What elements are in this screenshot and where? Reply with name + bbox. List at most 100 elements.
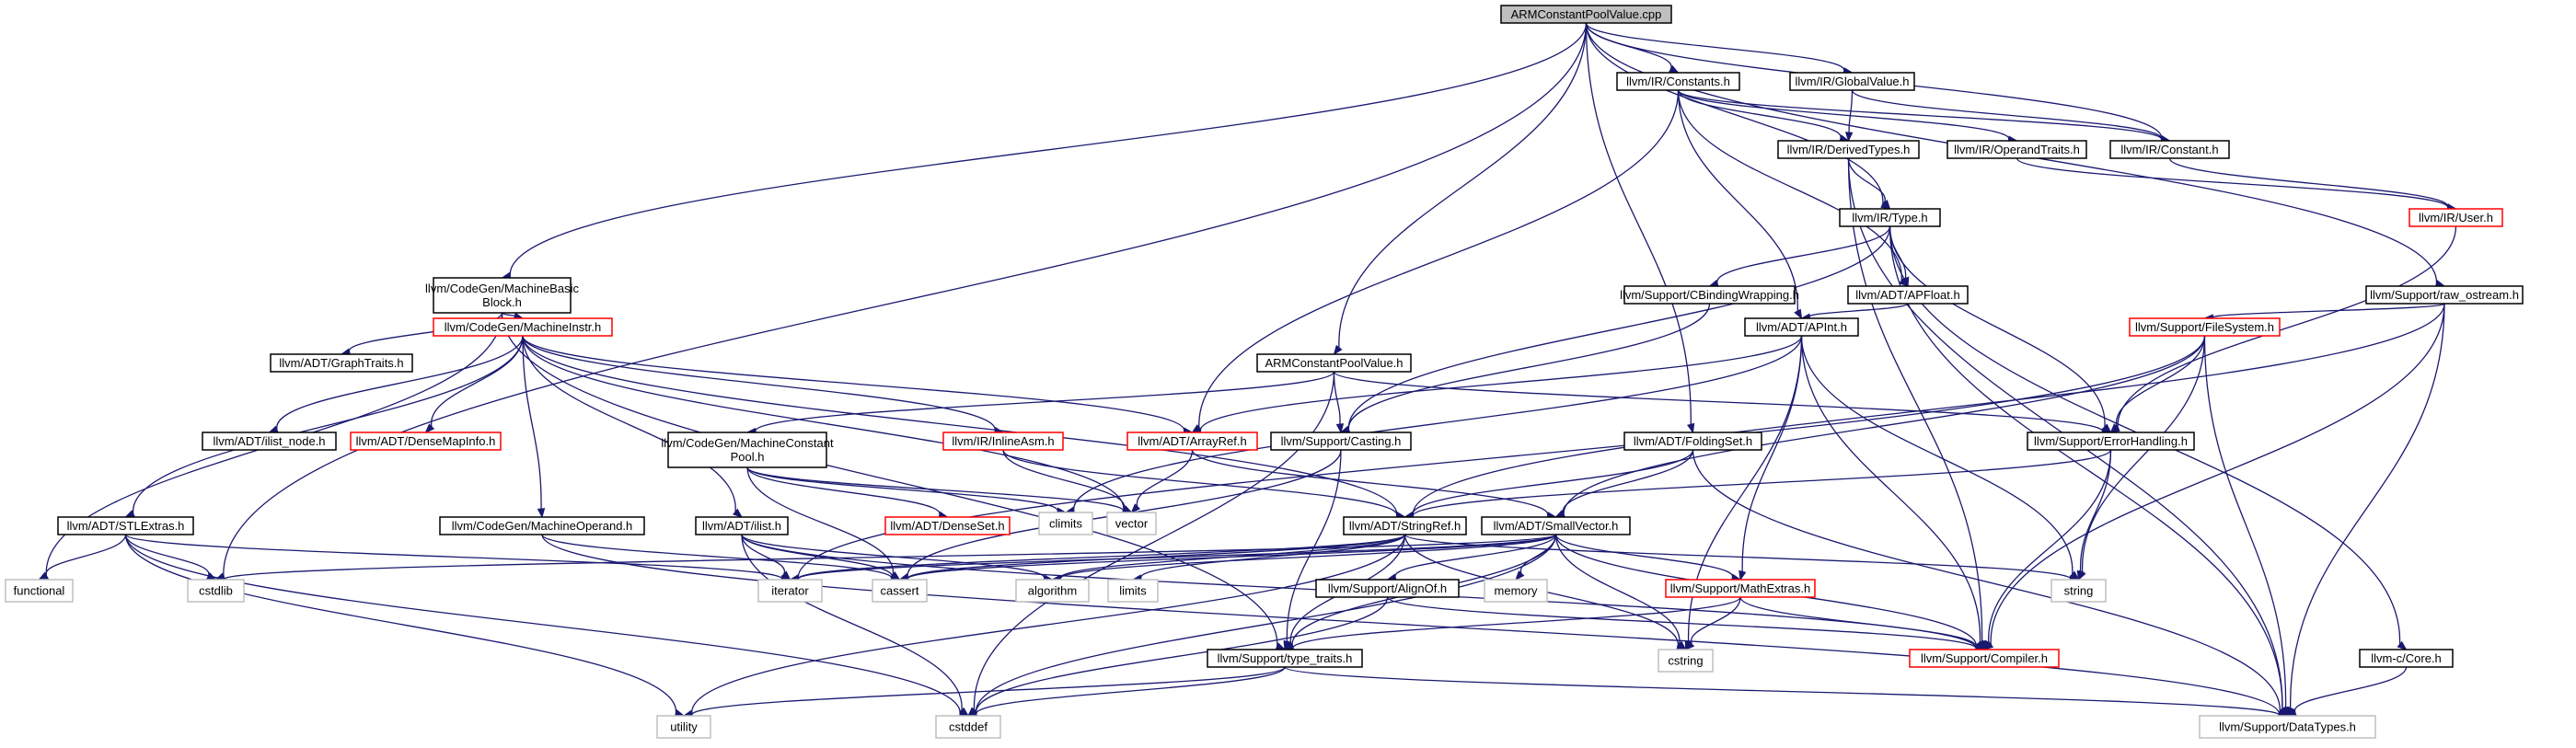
node-label: Pool.h xyxy=(731,450,765,464)
node-cg_machineoperand[interactable]: llvm/CodeGen/MachineOperand.h xyxy=(439,516,645,535)
node-adt_foldingset[interactable]: llvm/ADT/FoldingSet.h xyxy=(1623,432,1762,451)
edge-support_filesystem-to-iterator xyxy=(797,335,2206,579)
arrowhead-support_errorhandling-to-support_compiler xyxy=(1983,639,1993,651)
edge-arm_cpv_h-to-cg_mcp xyxy=(755,371,1335,432)
node-arm_cpv_h[interactable]: ARMConstantPoolValue.h xyxy=(1256,353,1412,373)
node-adt_stringref[interactable]: llvm/ADT/StringRef.h xyxy=(1343,516,1467,535)
arrowhead-ir_type-to-llvmc_core xyxy=(2397,640,2408,650)
node-iterator: iterator xyxy=(757,579,823,603)
node-support_cbinding[interactable]: llvm/Support/CBindingWrapping.h xyxy=(1620,285,1799,305)
node-llvmc_core[interactable]: llvm-c/Core.h xyxy=(2359,649,2454,668)
node-label: llvm/Support/FileSystem.h xyxy=(2135,320,2274,334)
node-label: llvm/IR/DerivedTypes.h xyxy=(1787,143,1911,156)
node-root[interactable]: ARMConstantPoolValue.cpp xyxy=(1500,5,1672,24)
node-box xyxy=(1839,208,1941,227)
edge-adt_foldingset-to-adt_stringref xyxy=(1412,449,1694,516)
node-box xyxy=(1315,579,1460,598)
node-box xyxy=(1256,353,1412,373)
edge-adt_apint-to-adt_arrayref xyxy=(1199,335,1803,432)
node-adt_smallvector[interactable]: llvm/ADT/SmallVector.h xyxy=(1481,516,1631,535)
node-ir_user[interactable]: llvm/IR/User.h xyxy=(2409,208,2503,227)
node-layer: ARMConstantPoolValue.cpp llvm/IR/Constant… xyxy=(5,5,2524,739)
node-ir_inlineasm[interactable]: llvm/IR/InlineAsm.h xyxy=(942,432,1064,451)
node-utility: utility xyxy=(656,715,711,739)
edge-arm_cpv_h-to-support_casting xyxy=(1333,371,1341,425)
edge-ir_inlineasm-to-vector xyxy=(1002,449,1126,510)
node-box xyxy=(270,353,413,373)
node-cg_machineinstr[interactable]: llvm/CodeGen/MachineInstr.h xyxy=(433,317,613,337)
edge-ir_constants-to-adt_apint xyxy=(1677,89,1798,312)
node-adt_denseset[interactable]: llvm/ADT/DenseSet.h xyxy=(884,516,1011,535)
arrowhead-support_filesystem-to-support_errorhandling xyxy=(2109,423,2120,433)
arrowhead-ir_globalvalue-to-ir_derivedtypes xyxy=(1844,132,1854,143)
edge-ir_operandtraits-to-ir_user xyxy=(2016,157,2449,209)
edge-cg_machineinstr-to-adt_arrayref xyxy=(522,335,1185,432)
node-label: llvm/ADT/DenseSet.h xyxy=(890,519,1004,533)
node-ir_constant[interactable]: llvm/IR/Constant.h xyxy=(2109,140,2230,159)
node-support_compiler[interactable]: llvm/Support/Compiler.h xyxy=(1909,649,2060,668)
node-adt_ilist[interactable]: llvm/ADT/ilist.h xyxy=(695,516,789,535)
node-adt_stlextras[interactable]: llvm/ADT/STLExtras.h xyxy=(57,516,194,535)
node-label: cstdlib xyxy=(199,584,233,598)
node-support_alignof[interactable]: llvm/Support/AlignOf.h xyxy=(1315,579,1460,598)
edge-adt_smallvector-to-support_mathextras xyxy=(1554,534,1733,579)
node-box xyxy=(757,579,823,603)
node-ir_type[interactable]: llvm/IR/Type.h xyxy=(1839,208,1941,227)
node-support_typetraits[interactable]: llvm/Support/type_traits.h xyxy=(1207,649,1363,668)
node-support_datatypes: llvm/Support/DataTypes.h xyxy=(2199,715,2376,739)
edge-adt_stlextras-to-cstddef xyxy=(124,534,961,715)
node-box xyxy=(656,715,711,739)
edge-support_filesystem-to-support_datatypes xyxy=(2203,335,2287,708)
node-label: llvm/IR/User.h xyxy=(2419,211,2493,224)
node-label: llvm/IR/GlobalValue.h xyxy=(1795,75,1909,88)
node-adt_apint[interactable]: llvm/ADT/APInt.h xyxy=(1744,317,1859,337)
node-label: llvm/CodeGen/MachineConstant xyxy=(661,436,834,450)
node-box xyxy=(1484,579,1548,603)
edge-raw_ostream-to-support_datatypes xyxy=(2290,303,2445,708)
arrowhead-adt_ilist-to-cstddef xyxy=(958,707,970,717)
node-support_filesystem[interactable]: llvm/Support/FileSystem.h xyxy=(2129,317,2281,337)
node-support_casting[interactable]: llvm/Support/Casting.h xyxy=(1270,432,1412,451)
edge-ir_derivedtypes-to-support_compiler xyxy=(1847,157,1983,642)
edge-cg_mcp-to-cassert xyxy=(746,466,894,575)
node-ir_globalvalue[interactable]: llvm/IR/GlobalValue.h xyxy=(1789,72,1915,91)
edge-cg_machineinstr-to-adt_ilist xyxy=(522,335,736,512)
node-box xyxy=(935,715,1001,739)
node-box xyxy=(1616,72,1740,91)
node-support_errorhandling[interactable]: llvm/Support/ErrorHandling.h xyxy=(2027,432,2195,451)
node-adt_apfloat[interactable]: llvm/ADT/APFloat.h xyxy=(1847,285,1969,305)
edge-adt_foldingset-to-support_datatypes xyxy=(1692,449,2281,713)
node-adt_densemapinfo[interactable]: llvm/ADT/DenseMapInfo.h xyxy=(350,432,502,451)
node-box xyxy=(1343,516,1467,535)
node-adt_arrayref[interactable]: llvm/ADT/ArrayRef.h xyxy=(1126,432,1258,451)
node-box xyxy=(884,516,1011,535)
node-box xyxy=(2365,285,2524,305)
node-box xyxy=(1789,72,1915,91)
node-label: llvm/ADT/GraphTraits.h xyxy=(279,356,403,370)
node-adt_ilist_node[interactable]: llvm/ADT/ilist_node.h xyxy=(202,432,337,451)
node-label: algorithm xyxy=(1028,584,1077,598)
node-raw_ostream[interactable]: llvm/Support/raw_ostream.h xyxy=(2365,285,2524,305)
arrowhead-adt_arrayref-to-vector xyxy=(1130,503,1141,513)
node-support_mathextras[interactable]: llvm/Support/MathExtras.h xyxy=(1665,579,1816,598)
node-label: llvm/IR/Constants.h xyxy=(1626,75,1730,88)
node-ir_constants[interactable]: llvm/IR/Constants.h xyxy=(1616,72,1740,91)
node-label: llvm/IR/Type.h xyxy=(1852,211,1927,224)
node-ir_operandtraits[interactable]: llvm/IR/OperandTraits.h xyxy=(1946,140,2087,159)
node-ir_derivedtypes[interactable]: llvm/IR/DerivedTypes.h xyxy=(1777,140,1920,159)
edge-cg_machineoperand-to-cassert xyxy=(541,534,893,580)
node-box xyxy=(1623,285,1796,305)
node-box xyxy=(1658,649,1714,673)
edge-support_filesystem-to-support_errorhandling xyxy=(2116,335,2206,427)
arrowhead-cg_machineinstr-to-cg_machineoperand xyxy=(537,508,546,519)
arrowhead-ir_constants-to-adt_apint xyxy=(1794,308,1803,320)
node-label: llvm/ADT/ilist.h xyxy=(702,519,781,533)
node-box xyxy=(1847,285,1969,305)
node-adt_graphtraits[interactable]: llvm/ADT/GraphTraits.h xyxy=(270,353,413,373)
edge-cg_machineinstr-to-adt_ilist_node xyxy=(276,335,524,430)
node-box xyxy=(2050,579,2107,603)
edge-support_alignof-to-cstddef xyxy=(975,596,1389,714)
node-box xyxy=(1500,5,1672,24)
